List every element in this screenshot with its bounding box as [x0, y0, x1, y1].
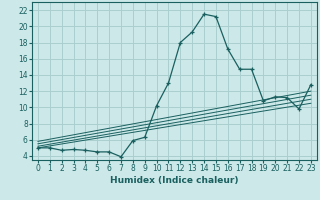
X-axis label: Humidex (Indice chaleur): Humidex (Indice chaleur) — [110, 176, 239, 185]
